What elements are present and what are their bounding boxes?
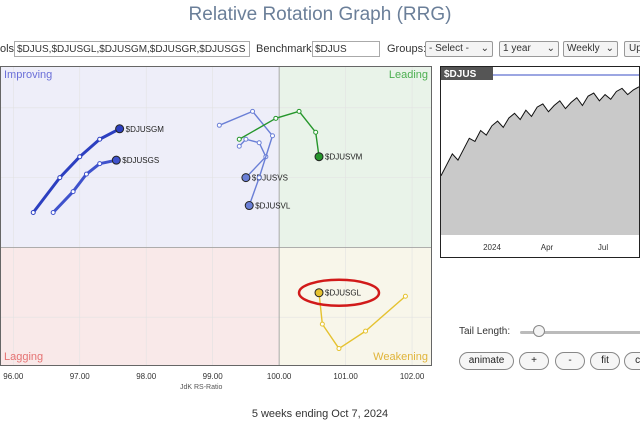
benchmark-x-tick-label: Apr [540,243,554,252]
symbols-input[interactable]: $DJUS,$DJUSGL,$DJUSGM,$DJUSGR,$DJUSGS [14,41,250,57]
series-label: $DJUSVS [252,174,288,183]
frequency-select[interactable]: Weekly ⌄ [563,41,618,57]
tail-length-slider-track[interactable] [520,331,640,334]
rrg-chart[interactable]: Improving Leading Lagging Weakening $DJU… [0,66,432,366]
x-tick-label: 100.00 [266,372,292,381]
tail-point [313,129,319,135]
series-label: $DJUSVL [255,202,291,211]
benchmark-x-ticks: 2024 Apr Jul [440,243,640,255]
quadrant-weakening [279,247,432,366]
benchmark-area [441,86,639,235]
page-title: Relative Rotation Graph (RRG) [188,4,452,25]
x-axis-ticks: 96.00 97.00 98.00 99.00 100.00 101.00 102.00 [0,372,432,384]
period-select-value: 1 year [503,43,531,54]
tail-point [216,122,222,128]
tail-point [336,346,342,352]
tail-head-point[interactable] [314,152,324,162]
highlight-ring [297,278,381,307]
tail-point [243,136,249,142]
benchmark-title-bg [441,67,493,80]
tail-point [402,293,408,299]
quadrant-lagging [0,247,280,366]
x-tick-label: 101.00 [333,372,358,381]
x-tick-label: 98.00 [136,372,157,381]
tail-point [236,143,242,149]
series-label: $DJUSVM [325,153,363,162]
x-tick-label: 96.00 [3,372,24,381]
quadrant-label-lagging: Lagging [4,351,43,363]
tail-head-point[interactable] [115,124,125,134]
center-button[interactable]: ct [624,352,640,370]
tail-point [83,171,89,177]
chart-grid [0,66,432,366]
tail-point [70,189,76,195]
benchmark-chart-svg: $DJUS [441,67,639,235]
x-axis-label: JdK RS-Ratio [180,384,223,391]
update-button[interactable]: Up [624,41,640,57]
tail-point [97,161,103,167]
series-label: $DJUSGS [122,156,159,165]
tail-point [30,210,36,216]
benchmark-label: Benchmark: [256,43,315,55]
tail-head-point[interactable] [314,288,324,298]
chevron-down-icon: ⌄ [605,43,614,54]
tail-point [77,154,83,160]
quadrant-label-weakening: Weakening [373,351,428,363]
groups-label: Groups: [387,43,427,55]
tail-head-point[interactable] [111,155,121,165]
benchmark-line [441,86,639,176]
quadrant-leading [279,66,432,248]
tail-point [57,175,63,181]
series-label: $DJUSGL [325,289,362,298]
tail-point [256,175,262,181]
tail-point [319,321,325,327]
zoom-out-button[interactable]: - [555,352,585,370]
toolbar: ols: $DJUS,$DJUSGL,$DJUSGM,$DJUSGR,$DJUS… [0,40,640,60]
x-tick-label: 99.00 [202,372,223,381]
tail-point [250,108,256,114]
tail-point [273,115,279,121]
benchmark-x-tick-label: Jul [597,243,609,252]
tail-head-point[interactable] [241,173,251,183]
quadrant-label-leading: Leading [389,69,428,81]
chevron-down-icon: ⌄ [480,43,489,54]
tail-point [269,133,275,139]
period-ending-caption: 5 weeks ending Oct 7, 2024 [251,408,389,420]
groups-select[interactable]: - Select - ⌄ [425,41,493,57]
tail-point [236,136,242,142]
fit-button[interactable]: fit [590,352,620,370]
benchmark-input[interactable]: $DJUS [312,41,380,57]
zoom-in-button[interactable]: + [519,352,549,370]
tail-length-slider-handle[interactable] [533,325,545,337]
benchmark-title: $DJUS [444,69,477,80]
tail-point [50,210,56,216]
tail-point [363,328,369,334]
x-tick-label: 102.00 [399,372,425,381]
tail-length-label: Tail Length: [459,326,511,337]
benchmark-x-tick-label: 2024 [483,243,501,252]
benchmark-chart: $DJUS [440,66,640,258]
period-select[interactable]: 1 year ⌄ [499,41,559,57]
chevron-down-icon: ⌄ [546,43,555,54]
symbols-label: ols: [0,43,18,55]
tail-point [256,140,262,146]
animate-button[interactable]: animate [459,352,514,370]
quadrant-label-improving: Improving [4,69,52,81]
tail-head-point[interactable] [244,201,254,211]
x-tick-label: 97.00 [69,372,90,381]
tail-point [296,108,302,114]
groups-select-value: - Select - [429,43,470,54]
series-label: $DJUSGM [126,125,165,134]
frequency-select-value: Weekly [567,43,600,54]
quadrant-improving [0,66,280,248]
tail-point [97,136,103,142]
tails-layer: $DJUSGM $DJUSGS $DJUSVS $DJUSVL $DJUSVM $DJUS… [30,108,408,352]
